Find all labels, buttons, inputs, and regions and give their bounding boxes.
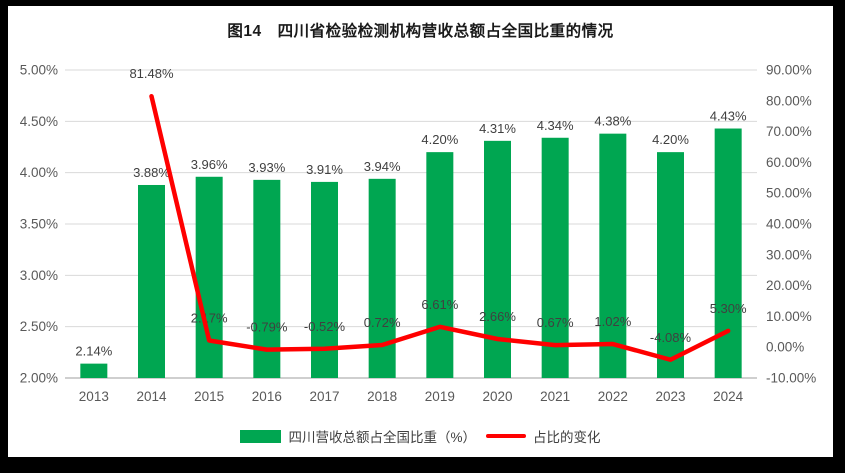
right-axis-tick-label: 30.00%: [766, 247, 812, 262]
bar-data-label: 4.20%: [421, 132, 458, 147]
right-axis-tick-label: 70.00%: [766, 124, 812, 139]
left-axis-tick-label: 5.00%: [20, 63, 58, 78]
x-axis-tick-label: 2021: [540, 389, 570, 404]
chart-title: 图14 四川省检验检测机构营收总额占全国比重的情况: [227, 23, 614, 40]
x-axis-tick-label: 2019: [425, 389, 455, 404]
line-data-label: 81.48%: [129, 66, 174, 81]
line-data-label: 0.72%: [364, 315, 401, 330]
bar-data-label: 2.14%: [75, 344, 112, 359]
bar-data-label: 4.34%: [537, 118, 574, 133]
left-axis-tick-label: 4.00%: [20, 165, 58, 180]
line-data-label: 2.17%: [191, 311, 228, 326]
bar-data-label: 3.88%: [133, 165, 170, 180]
x-axis-tick-label: 2013: [79, 389, 109, 404]
x-axis-tick-label: 2023: [655, 389, 685, 404]
line-series-label: 占比的变化: [533, 430, 601, 445]
right-axis-tick-label: 20.00%: [766, 278, 812, 293]
x-axis-tick-label: 2022: [598, 389, 628, 404]
line-series-swatch-icon: [486, 433, 526, 439]
right-axis-tick-label: 40.00%: [766, 217, 812, 232]
legend-item-line-series: 占比的变化: [486, 426, 601, 446]
x-axis-tick-label: 2024: [713, 389, 744, 404]
line-data-label: -0.52%: [304, 319, 346, 334]
x-axis-tick-label: 2016: [252, 389, 282, 404]
bar-data-label: 4.20%: [652, 132, 689, 147]
left-axis-tick-label: 3.50%: [20, 217, 58, 232]
right-axis-tick-label: 50.00%: [766, 186, 812, 201]
plot-area: 2.00% 2.50% 3.00% 3.50% 4.00% 4.50% 5.00% -10.0…: [20, 63, 817, 405]
bar: [311, 181, 338, 378]
bar-data-label: 3.91%: [306, 162, 343, 177]
bar: [484, 140, 511, 378]
bar-data-label: 4.43%: [710, 109, 747, 124]
line-data-label: -0.79%: [246, 320, 288, 335]
left-axis-tick-label: 4.50%: [20, 114, 58, 129]
bar: [599, 133, 627, 378]
bar-data-label: 3.93%: [248, 160, 285, 175]
bar-data-label: 4.31%: [479, 121, 516, 136]
right-axis-tick-label: 60.00%: [766, 155, 812, 170]
left-axis-tick-label: 2.00%: [20, 371, 58, 386]
right-axis-tick-label: 10.00%: [766, 309, 812, 324]
right-axis-tick-label: 90.00%: [766, 63, 812, 78]
bar-data-label: 3.96%: [191, 157, 228, 172]
chart-canvas: 图14 四川省检验检测机构营收总额占全国比重的情况 2.00% 2.50% 3.00…: [8, 6, 833, 457]
line-data-label: 1.02%: [594, 314, 631, 329]
x-axis-tick-label: 2014: [136, 389, 167, 404]
bar-data-label: 4.38%: [594, 114, 631, 129]
right-axis-tick-label: 0.00%: [766, 340, 804, 355]
bar: [714, 128, 742, 378]
line-data-label: -4.08%: [650, 330, 692, 345]
bar: [426, 152, 454, 378]
bar: [253, 179, 281, 378]
bar-series-swatch-icon: [240, 429, 282, 443]
bar: [541, 137, 569, 378]
x-axis-tick-label: 2015: [194, 389, 224, 404]
line-data-label: 5.30%: [710, 301, 747, 316]
x-axis-tick-label: 2018: [367, 389, 397, 404]
line-data-label: 6.61%: [421, 297, 458, 312]
x-axis-tick-label: 2020: [482, 389, 512, 404]
bar: [138, 184, 165, 378]
bar-data-label: 3.94%: [364, 159, 401, 174]
x-axis-tick-label: 2017: [309, 389, 339, 404]
bar-series-label: 四川营收总额占全国比重（%）: [288, 430, 476, 445]
left-axis-tick-label: 3.00%: [20, 268, 58, 283]
bar: [80, 363, 108, 378]
line-data-label: 0.67%: [537, 315, 574, 330]
legend-item-bar-series: 四川营收总额占全国比重（%）: [240, 426, 476, 446]
bar: [368, 178, 396, 378]
right-axis-tick-label: 80.00%: [766, 93, 812, 108]
bar: [657, 152, 684, 378]
line-series: [149, 93, 731, 363]
line-data-label: 2.66%: [479, 309, 516, 324]
right-axis-tick-label: -10.00%: [766, 371, 816, 386]
legend: 四川营收总额占全国比重（%） 占比的变化: [8, 426, 833, 446]
bar: [195, 176, 223, 378]
left-axis-tick-label: 2.50%: [20, 319, 58, 334]
